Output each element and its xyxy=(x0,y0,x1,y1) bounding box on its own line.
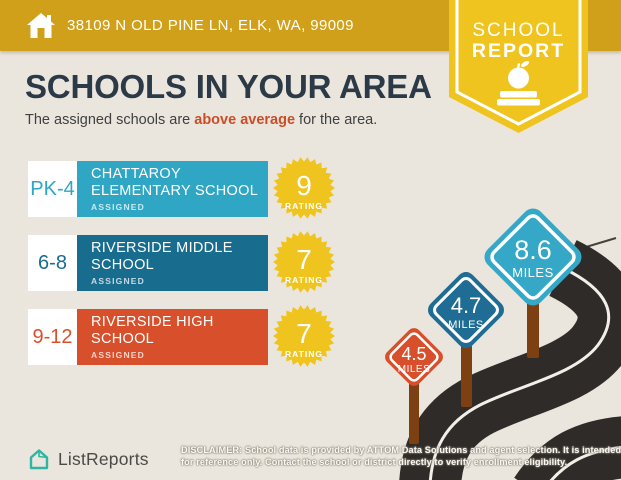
rating-value: 7 xyxy=(296,318,312,349)
sign-post xyxy=(527,300,539,358)
school-name-line2: SCHOOL xyxy=(91,330,155,347)
rating-label: RATING xyxy=(285,201,323,211)
school-bar: RIVERSIDE HIGH SCHOOL ASSIGNED xyxy=(77,309,268,365)
assigned-tag: ASSIGNED xyxy=(91,275,145,286)
school-report-ribbon: SCHOOL REPORT xyxy=(449,0,588,133)
distance-value: 8.6 xyxy=(514,235,552,265)
sign-post xyxy=(461,345,472,407)
grade-range: 6-8 xyxy=(28,235,77,291)
distance-sign-middle: 4.7 MILES xyxy=(428,272,504,348)
book-icon xyxy=(497,91,540,106)
rating-label: RATING xyxy=(285,275,323,285)
distance-value: 4.5 xyxy=(401,344,426,364)
subtitle-prefix: The assigned schools are xyxy=(25,111,195,128)
subtitle: The assigned schools are above average f… xyxy=(25,112,432,128)
property-address: 38109 N OLD PINE LN, ELK, WA, 99009 xyxy=(67,17,354,34)
disclaimer-line1: DISCLAIMER: School data is provided by A… xyxy=(181,445,621,455)
distance-value: 4.7 xyxy=(451,293,482,318)
listreports-logo: ListReports xyxy=(27,447,149,471)
subtitle-highlight: above average xyxy=(194,111,296,128)
rating-badge: 9 RATING xyxy=(273,157,335,219)
school-name-line1: RIVERSIDE MIDDLE xyxy=(91,240,233,257)
disclaimer-line2: for reference only. Contact the school o… xyxy=(181,457,568,468)
school-row-middle: 6-8 RIVERSIDE MIDDLE SCHOOL ASSIGNED 7 R… xyxy=(28,231,373,293)
sign-post xyxy=(409,382,419,444)
grade-range: 9-12 xyxy=(28,309,77,365)
distance-sign-elementary: 4.5 MILES xyxy=(385,328,443,386)
school-bar: RIVERSIDE MIDDLE SCHOOL ASSIGNED xyxy=(77,235,268,291)
school-bar: CHATTAROY ELEMENTARY SCHOOL ASSIGNED xyxy=(77,161,268,217)
rating-label: RATING xyxy=(285,349,323,359)
distance-unit: MILES xyxy=(398,364,431,375)
distance-sign-high: 8.6 MILES xyxy=(484,208,582,306)
assigned-tag: ASSIGNED xyxy=(91,201,145,212)
ribbon-line2: REPORT xyxy=(472,40,565,62)
school-name-line1: RIVERSIDE HIGH xyxy=(91,314,214,331)
rating-value: 9 xyxy=(296,170,312,201)
school-name-line1: CHATTAROY xyxy=(91,166,181,183)
school-name-line2: ELEMENTARY SCHOOL xyxy=(91,182,259,199)
road-corner-centerline xyxy=(549,446,621,480)
assigned-tag: ASSIGNED xyxy=(91,349,145,360)
distance-unit: MILES xyxy=(448,319,484,331)
apple-icon xyxy=(508,61,530,89)
rating-value: 7 xyxy=(296,244,312,275)
listreports-house-icon xyxy=(29,449,49,470)
ribbon-line1: SCHOOL xyxy=(472,20,564,41)
distance-unit: MILES xyxy=(512,265,554,280)
page-title: SCHOOLS IN YOUR AREA xyxy=(25,68,432,105)
rating-badge: 7 RATING xyxy=(273,305,335,367)
school-row-elementary: PK-4 CHATTAROY ELEMENTARY SCHOOL ASSIGNE… xyxy=(28,157,373,219)
disclaimer-text: DISCLAIMER: School data is provided by A… xyxy=(181,444,621,469)
grade-range: PK-4 xyxy=(28,161,77,217)
brand-name: ListReports xyxy=(58,448,149,469)
rating-badge: 7 RATING xyxy=(273,231,335,293)
road-main-centerline xyxy=(428,266,611,480)
home-icon xyxy=(27,12,55,38)
school-name-line2: SCHOOL xyxy=(91,256,155,273)
subtitle-suffix: for the area. xyxy=(295,111,378,128)
school-row-high: 9-12 RIVERSIDE HIGH SCHOOL ASSIGNED 7 RA… xyxy=(28,305,373,367)
